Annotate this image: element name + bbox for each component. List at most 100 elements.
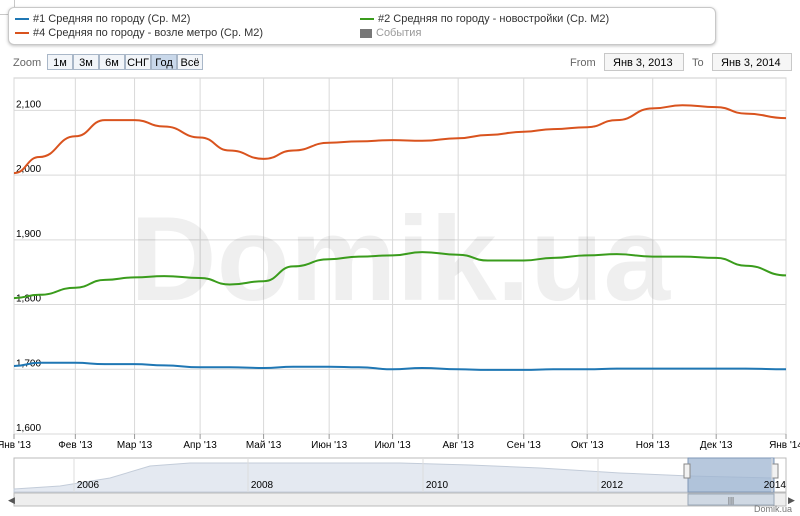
data-point[interactable]: [134, 363, 136, 365]
data-point[interactable]: [13, 365, 15, 367]
data-point[interactable]: [163, 126, 165, 128]
data-point[interactable]: [681, 256, 683, 258]
data-point[interactable]: [13, 172, 15, 174]
data-point[interactable]: [358, 140, 360, 142]
data-point[interactable]: [785, 274, 787, 276]
data-point[interactable]: [263, 280, 265, 282]
data-point[interactable]: [421, 251, 423, 253]
zoom-6m-button[interactable]: 6м: [99, 54, 125, 70]
data-point[interactable]: [104, 119, 106, 121]
data-point[interactable]: [745, 265, 747, 267]
data-point[interactable]: [134, 119, 136, 121]
zoom-ytd-button[interactable]: СНГ: [125, 54, 151, 70]
data-point[interactable]: [745, 113, 747, 115]
data-point[interactable]: [292, 265, 294, 267]
data-point[interactable]: [163, 364, 165, 366]
navigator-left-handle[interactable]: [683, 463, 691, 479]
data-point[interactable]: [523, 260, 525, 262]
data-point[interactable]: [229, 284, 231, 286]
data-point[interactable]: [681, 104, 683, 106]
data-point[interactable]: [199, 277, 201, 279]
data-point[interactable]: [487, 134, 489, 136]
data-point[interactable]: [552, 128, 554, 130]
scroll-left-arrow-icon[interactable]: ◀: [8, 495, 15, 505]
data-point[interactable]: [715, 106, 717, 108]
data-point[interactable]: [715, 368, 717, 370]
data-point[interactable]: [104, 363, 106, 365]
data-point[interactable]: [104, 279, 106, 281]
data-point[interactable]: [652, 256, 654, 258]
series-line-3[interactable]: [13, 104, 787, 175]
data-point[interactable]: [74, 135, 76, 137]
data-point[interactable]: [421, 367, 423, 369]
data-point[interactable]: [652, 107, 654, 109]
data-point[interactable]: [586, 126, 588, 128]
data-point[interactable]: [586, 254, 588, 256]
data-point[interactable]: [229, 366, 231, 368]
data-point[interactable]: [358, 366, 360, 368]
data-point[interactable]: [392, 368, 394, 370]
data-point[interactable]: [199, 366, 201, 368]
data-point[interactable]: [457, 254, 459, 256]
data-point[interactable]: [616, 253, 618, 255]
data-point[interactable]: [38, 156, 40, 158]
data-point[interactable]: [552, 257, 554, 259]
data-point[interactable]: [715, 257, 717, 259]
series-line-2[interactable]: [13, 251, 787, 300]
data-point[interactable]: [616, 119, 618, 121]
series-line-1[interactable]: [13, 361, 787, 371]
data-point[interactable]: [328, 258, 330, 260]
data-point[interactable]: [652, 368, 654, 370]
data-point[interactable]: [358, 256, 360, 258]
navigator-right-handle[interactable]: [771, 463, 779, 479]
data-point[interactable]: [38, 294, 40, 296]
data-point[interactable]: [13, 297, 15, 299]
data-point[interactable]: [74, 287, 76, 289]
data-point[interactable]: [745, 368, 747, 370]
legend-item-series-2[interactable]: #2 Средняя по городу - новостройки (Cp. …: [360, 13, 609, 25]
data-point[interactable]: [421, 140, 423, 142]
navigator-year-labels: 2006 2008 2010 2012 2014: [73, 458, 786, 492]
legend-line-icon: [15, 32, 29, 35]
zoom-3m-button[interactable]: 3м: [73, 54, 99, 70]
data-point[interactable]: [199, 137, 201, 139]
data-point[interactable]: [263, 367, 265, 369]
zoom-all-button[interactable]: Всё: [177, 54, 203, 70]
navigator-scrollbar-thumb[interactable]: [687, 493, 775, 506]
data-point[interactable]: [392, 139, 394, 141]
data-point[interactable]: [328, 366, 330, 368]
data-point[interactable]: [457, 368, 459, 370]
navigator-scrollbar[interactable]: [13, 492, 787, 507]
data-point[interactable]: [552, 368, 554, 370]
data-point[interactable]: [523, 369, 525, 371]
zoom-1y-button[interactable]: Год: [151, 54, 177, 70]
data-point[interactable]: [292, 366, 294, 368]
data-point[interactable]: [487, 369, 489, 371]
data-point[interactable]: [586, 368, 588, 370]
navigator-selection[interactable]: [687, 457, 775, 493]
data-point[interactable]: [292, 150, 294, 152]
data-point[interactable]: [163, 275, 165, 277]
data-point[interactable]: [785, 117, 787, 119]
legend-item-series-1[interactable]: #1 Средняя по городу (Cp. M2): [15, 13, 190, 25]
data-point[interactable]: [785, 368, 787, 370]
data-point[interactable]: [616, 368, 618, 370]
scroll-right-arrow-icon[interactable]: ▶: [788, 495, 795, 505]
data-point[interactable]: [392, 254, 394, 256]
data-point[interactable]: [74, 362, 76, 364]
data-point[interactable]: [328, 142, 330, 144]
data-point[interactable]: [457, 137, 459, 139]
to-date-input[interactable]: Янв 3, 2014: [712, 53, 792, 71]
data-point[interactable]: [229, 150, 231, 152]
data-point[interactable]: [38, 362, 40, 364]
from-date-input[interactable]: Янв 3, 2013: [604, 53, 684, 71]
legend-item-events[interactable]: События: [360, 27, 421, 39]
legend-item-series-4[interactable]: #4 Средняя по городу - возле метро (Cp. …: [15, 27, 263, 39]
data-point[interactable]: [487, 260, 489, 262]
zoom-1m-button[interactable]: 1м: [47, 54, 73, 70]
navigator[interactable]: 2006 2008 2010 2012 2014 ||| ◀ ▶: [8, 457, 795, 507]
data-point[interactable]: [134, 276, 136, 278]
data-point[interactable]: [681, 368, 683, 370]
data-point[interactable]: [523, 131, 525, 133]
data-point[interactable]: [263, 158, 265, 160]
